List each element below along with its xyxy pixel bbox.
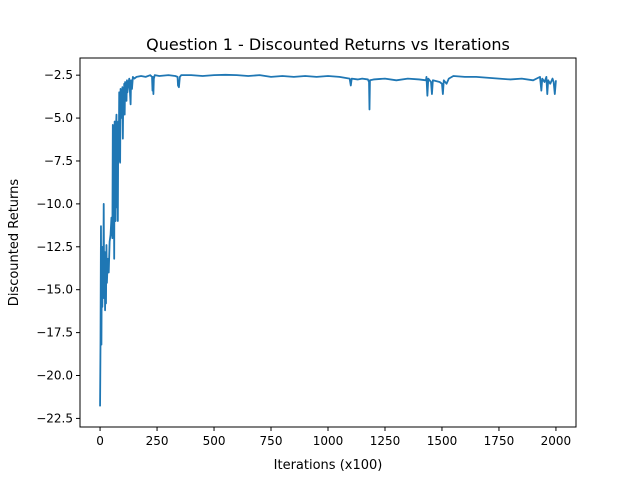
y-tick-label: −15.0	[36, 283, 73, 297]
x-tick-label: 1750	[484, 434, 515, 448]
x-tick-label: 2000	[541, 434, 572, 448]
x-tick-label: 500	[203, 434, 226, 448]
x-tick-label: 1250	[370, 434, 401, 448]
x-axis-label: Iterations (x100)	[274, 458, 383, 473]
x-tick-label: 1500	[427, 434, 458, 448]
plot-series	[99, 73, 557, 407]
y-tick-label: −10.0	[36, 197, 73, 211]
y-tick-label: −20.0	[36, 369, 73, 383]
x-tick-label: 250	[146, 434, 169, 448]
x-tick-label: 750	[260, 434, 283, 448]
y-tick-label: −5.0	[44, 111, 73, 125]
y-tick-label: −2.5	[44, 68, 73, 82]
x-tick-label: 0	[96, 434, 104, 448]
y-tick-label: −12.5	[36, 240, 73, 254]
y-tick-label: −22.5	[36, 411, 73, 425]
chart-title: Question 1 - Discounted Returns vs Itera…	[146, 35, 510, 54]
y-axis: −2.5 −5.0 −7.5 −10.0 −12.5 −15.0 −17.5 −20.0 −22…	[36, 68, 80, 425]
y-axis-label: Discounted Returns	[7, 179, 22, 307]
y-tick-label: −17.5	[36, 326, 73, 340]
x-axis: 0 250 500 750 1000 1250 1500 1750 2000	[96, 427, 571, 448]
x-tick-label: 1000	[313, 434, 344, 448]
plot-frame	[79, 57, 577, 428]
y-tick-label: −7.5	[44, 154, 73, 168]
series-line-0	[99, 73, 557, 407]
